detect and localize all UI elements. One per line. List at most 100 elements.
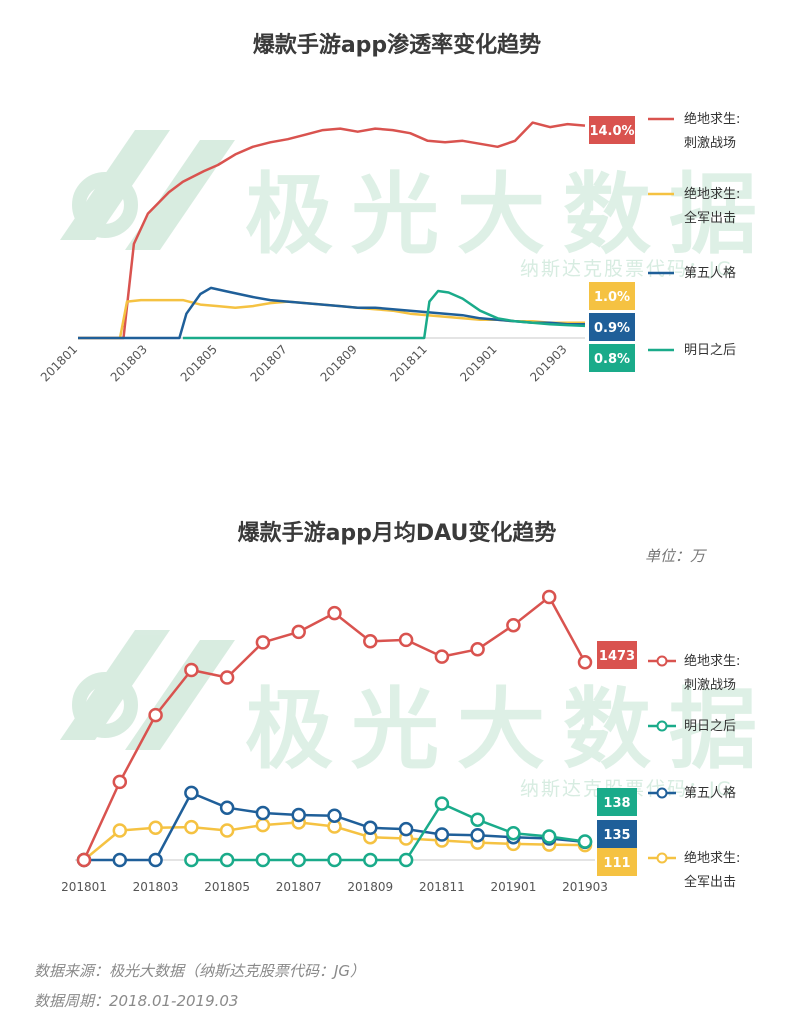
end-label-box	[597, 820, 637, 848]
chart-1-x-tick: 201807	[248, 342, 290, 384]
legend-label: 绝地求生:	[684, 850, 740, 866]
end-label-text: 138	[603, 796, 630, 811]
legend-label: 明日之后	[684, 343, 736, 358]
chart-2-point	[184, 785, 199, 801]
end-label-text: 14.0%	[589, 124, 634, 139]
end-label-box	[589, 282, 635, 310]
chart-2-point	[398, 852, 414, 868]
chart-1-legend-item: 绝地求生: 刺激战场	[648, 111, 740, 151]
chart-1-end-label: 1.0%	[589, 282, 635, 310]
chart-1-title: 爆款手游app渗透率变化趋势	[253, 32, 541, 58]
chart-2-point	[255, 635, 271, 650]
chart-2-end-label: 111	[597, 848, 637, 876]
chart-2-point	[434, 649, 450, 664]
legend-label: 刺激战场	[684, 136, 736, 151]
chart-1-end-label: 0.8%	[589, 344, 635, 372]
end-label-box	[597, 788, 637, 816]
end-label-text: 111	[603, 856, 630, 871]
end-label-box	[589, 116, 635, 144]
chart-1-x-tick: 201901	[457, 342, 499, 384]
chart-2-x-tick: 201811	[419, 880, 465, 894]
chart-2-x-tick: 201809	[347, 880, 393, 894]
chart-2-point	[363, 852, 378, 868]
footer-period: 数据周期：2018.01-2019.03	[34, 992, 239, 1010]
chart-2-point	[219, 823, 235, 838]
end-label-box	[597, 641, 637, 669]
chart-1-x-tick: 201903	[527, 342, 569, 384]
chart-2-x-ticks: 201801 201803 201805 201807 201809 201811 2019…	[61, 880, 608, 894]
end-label-text: 1473	[599, 649, 635, 664]
chart-2-point	[291, 624, 306, 640]
end-label-text: 0.8%	[594, 352, 630, 367]
watermark-2: 极光大数据 纳斯达克股票代码：JG	[60, 630, 775, 800]
legend-label: 全军出击	[684, 874, 736, 890]
legend-label: 刺激战场	[684, 678, 736, 693]
chart-2-point	[148, 820, 163, 836]
legend-marker	[656, 852, 668, 864]
chart-2-point	[255, 852, 271, 868]
chart-2-legend-item: 明日之后	[648, 719, 736, 734]
chart-2-x-tick: 201901	[491, 880, 537, 894]
chart-2-x-tick: 201807	[276, 880, 322, 894]
chart-2-point	[219, 852, 235, 868]
chart-2-point	[184, 662, 199, 678]
chart-2-point	[506, 825, 521, 841]
chart-2-title: 爆款手游app月均DAU变化趋势	[238, 520, 557, 546]
chart-2-point	[363, 634, 378, 649]
footer-source: 数据来源：极光大数据（纳斯达克股票代码：JG）	[34, 962, 366, 980]
end-label-box	[597, 848, 637, 876]
chart-1-end-label: 0.9%	[589, 313, 635, 341]
chart-2-point	[112, 852, 128, 868]
legend-marker	[656, 655, 668, 667]
chart-2-point	[541, 829, 557, 844]
legend-label: 第五人格	[684, 265, 736, 281]
chart-2-point	[76, 852, 92, 868]
chart-2-series	[76, 589, 593, 868]
chart-2-series	[76, 589, 593, 868]
chart-2-point	[434, 827, 450, 842]
end-label-box	[589, 313, 635, 341]
chart-2-point	[327, 808, 342, 823]
chart-1-x-tick: 201811	[387, 342, 429, 384]
legend-label: 绝地求生:	[684, 111, 740, 127]
chart-2-point	[255, 805, 271, 821]
chart-2-point	[398, 632, 414, 648]
chart-2-point	[291, 807, 306, 823]
legend-label: 明日之后	[684, 719, 736, 734]
chart-2-point	[398, 821, 414, 837]
chart-1-series-line	[182, 289, 586, 340]
legend-label: 绝地求生:	[684, 186, 740, 202]
watermark-logo-icon	[60, 130, 235, 250]
chart-2-point	[112, 823, 128, 838]
chart-2-end-labels: 1473 138 135 111	[597, 641, 637, 876]
chart-2-point	[577, 834, 593, 849]
legend-label: 全军出击	[684, 210, 736, 226]
chart-2-legend-item: 绝地求生: 刺激战场	[648, 653, 740, 693]
chart-1-series-line	[78, 121, 586, 340]
chart-2-legend-item: 第五人格	[648, 785, 736, 801]
watermark-1: 极光大数据 纳斯达克股票代码：JG	[60, 130, 757, 280]
chart-2-point	[184, 819, 199, 835]
chart-2-point	[219, 670, 235, 685]
chart-2-end-label: 138	[597, 788, 637, 816]
chart-1-end-label: 14.0%	[589, 116, 635, 144]
chart-1-x-ticks: 201801 201803 201805 201807 201809 201811 2019…	[38, 342, 570, 384]
chart-2-point	[327, 605, 342, 621]
chart-2-end-label: 1473	[597, 641, 637, 669]
chart-1-x-tick: 201805	[178, 342, 220, 384]
chart-2-point	[184, 852, 199, 868]
chart-2-point	[434, 796, 450, 811]
chart-1-series-line	[78, 286, 585, 340]
end-label-text: 135	[603, 828, 630, 843]
chart-2-point	[291, 852, 306, 868]
chart-2-point	[577, 655, 593, 670]
watermark-brand: 极光大数据	[245, 678, 775, 781]
chart-1-legend-item: 绝地求生: 全军出击	[648, 186, 740, 226]
chart-2-end-label: 135	[597, 820, 637, 848]
chart-2-x-tick: 201801	[61, 880, 107, 894]
chart-2-point	[255, 817, 271, 833]
end-label-text: 1.0%	[594, 290, 630, 305]
chart-2-point	[363, 820, 378, 836]
legend-marker	[656, 720, 668, 732]
